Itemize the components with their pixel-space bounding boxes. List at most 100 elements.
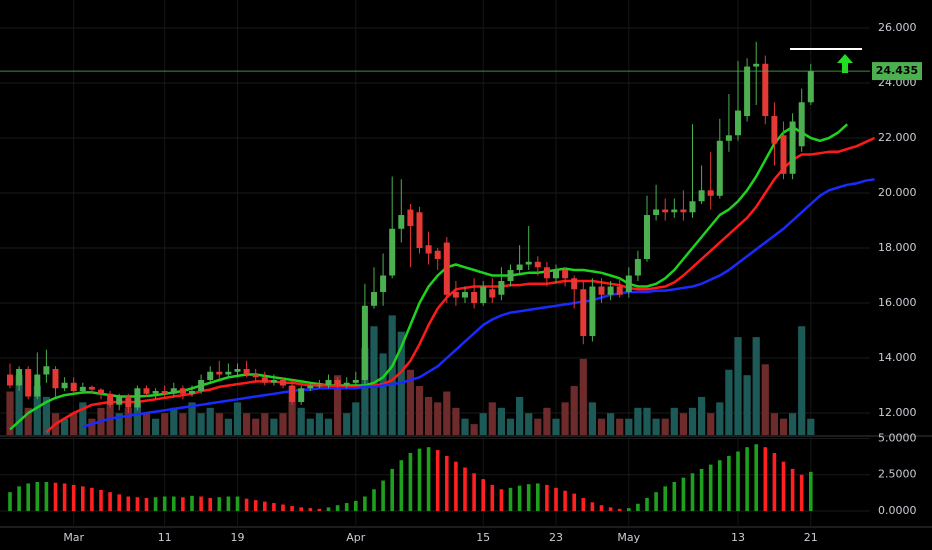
volume-bar bbox=[552, 418, 560, 435]
indicator-bar bbox=[162, 496, 167, 512]
volume-bar bbox=[770, 413, 778, 435]
indicator-bar bbox=[399, 460, 404, 512]
indicator-bar bbox=[690, 473, 695, 512]
candle-body bbox=[571, 278, 578, 290]
candle-body bbox=[707, 190, 714, 196]
indicator-bar bbox=[108, 492, 112, 512]
candle-body bbox=[79, 386, 86, 392]
volume-bar bbox=[616, 418, 624, 435]
candle-body bbox=[716, 140, 723, 196]
indicator-bar bbox=[745, 447, 749, 512]
indicator-bar bbox=[299, 507, 303, 512]
volume-bar bbox=[297, 407, 305, 435]
volume-bar bbox=[361, 348, 369, 435]
volume-bar bbox=[343, 413, 351, 435]
indicator-bar bbox=[681, 477, 686, 512]
y-tick-label: 12.000 bbox=[878, 406, 917, 419]
candle-body bbox=[207, 371, 214, 381]
volume-bar bbox=[688, 407, 697, 435]
volume-bar bbox=[488, 402, 496, 435]
indicator-bar bbox=[454, 461, 458, 512]
ma-line bbox=[45, 136, 876, 434]
indicator-bar bbox=[435, 450, 440, 512]
indicator-bar bbox=[272, 503, 276, 512]
volume-bar bbox=[315, 413, 323, 435]
candle-body bbox=[261, 377, 268, 383]
indicator-bar bbox=[508, 487, 513, 512]
indicator-bar bbox=[144, 497, 149, 512]
volume-bar bbox=[252, 418, 260, 435]
candle-body bbox=[680, 209, 687, 213]
candle-body bbox=[598, 286, 605, 295]
candle-body bbox=[298, 388, 305, 403]
volume-bar bbox=[70, 413, 78, 435]
indicator-bar bbox=[517, 485, 522, 512]
indicator-bar bbox=[326, 507, 331, 512]
volume-bar bbox=[379, 353, 387, 435]
volume-bar bbox=[243, 413, 251, 435]
candle-body bbox=[216, 371, 223, 375]
candle-body bbox=[343, 382, 350, 386]
candle-body bbox=[771, 116, 778, 144]
indicator-bar bbox=[672, 482, 677, 512]
volume-bar bbox=[197, 413, 205, 435]
volume-bar bbox=[233, 402, 242, 435]
indicator-bar bbox=[344, 503, 349, 512]
volume-bar bbox=[525, 413, 533, 435]
volume-bar bbox=[716, 402, 724, 435]
candle-body bbox=[125, 396, 132, 408]
volume-bar bbox=[543, 407, 551, 435]
candle-body bbox=[107, 393, 114, 405]
indicator-bar bbox=[181, 497, 185, 512]
y-tick-label: 26.000 bbox=[878, 21, 917, 34]
volume-bar bbox=[779, 418, 788, 435]
up-arrow bbox=[837, 54, 853, 73]
indicator-bar bbox=[244, 498, 249, 512]
indicator-bar bbox=[71, 484, 76, 512]
indicator-bar bbox=[463, 467, 467, 512]
volume-bar bbox=[607, 413, 615, 435]
volume-bar bbox=[42, 396, 50, 435]
volume-bar bbox=[497, 407, 505, 435]
indicator-tick-label: 0.0000 bbox=[878, 504, 917, 517]
volume-bar bbox=[33, 386, 41, 435]
indicator-bar bbox=[381, 480, 385, 512]
indicator-bar bbox=[44, 482, 49, 512]
volume-bar bbox=[270, 418, 278, 435]
candle-body bbox=[644, 215, 650, 260]
candle-body bbox=[634, 259, 641, 276]
candle-body bbox=[52, 369, 59, 389]
candle-body bbox=[7, 374, 13, 386]
x-tick-label: Mar bbox=[63, 531, 84, 544]
indicator-bar bbox=[736, 451, 740, 512]
candle-body bbox=[507, 270, 514, 282]
indicator-bar bbox=[354, 500, 358, 512]
volume-bar bbox=[370, 326, 378, 435]
volume-bar bbox=[24, 407, 32, 435]
volume-bar bbox=[124, 407, 132, 435]
candle-body bbox=[43, 366, 50, 375]
x-tick-label: 13 bbox=[731, 531, 745, 544]
candle-body bbox=[480, 286, 487, 304]
volume-bar bbox=[443, 391, 451, 435]
candle-body bbox=[198, 380, 205, 392]
indicator-bar bbox=[563, 490, 567, 512]
volume-bar bbox=[224, 418, 232, 435]
volume-bar bbox=[79, 402, 87, 435]
indicator-bar bbox=[235, 496, 240, 512]
y-tick-label: 20.000 bbox=[878, 186, 917, 199]
candle-body bbox=[562, 270, 569, 279]
volume-bar bbox=[588, 402, 596, 435]
indicator-bar bbox=[499, 489, 504, 512]
volume-bar bbox=[388, 315, 396, 435]
y-tick-label: 14.000 bbox=[878, 351, 917, 364]
volume-bar bbox=[161, 413, 169, 435]
indicator-bar bbox=[581, 497, 586, 512]
candle-body bbox=[443, 242, 450, 295]
indicator-bar bbox=[617, 508, 622, 512]
volume-bar bbox=[725, 369, 733, 435]
candle-body bbox=[98, 389, 104, 394]
candle-body bbox=[334, 380, 341, 386]
